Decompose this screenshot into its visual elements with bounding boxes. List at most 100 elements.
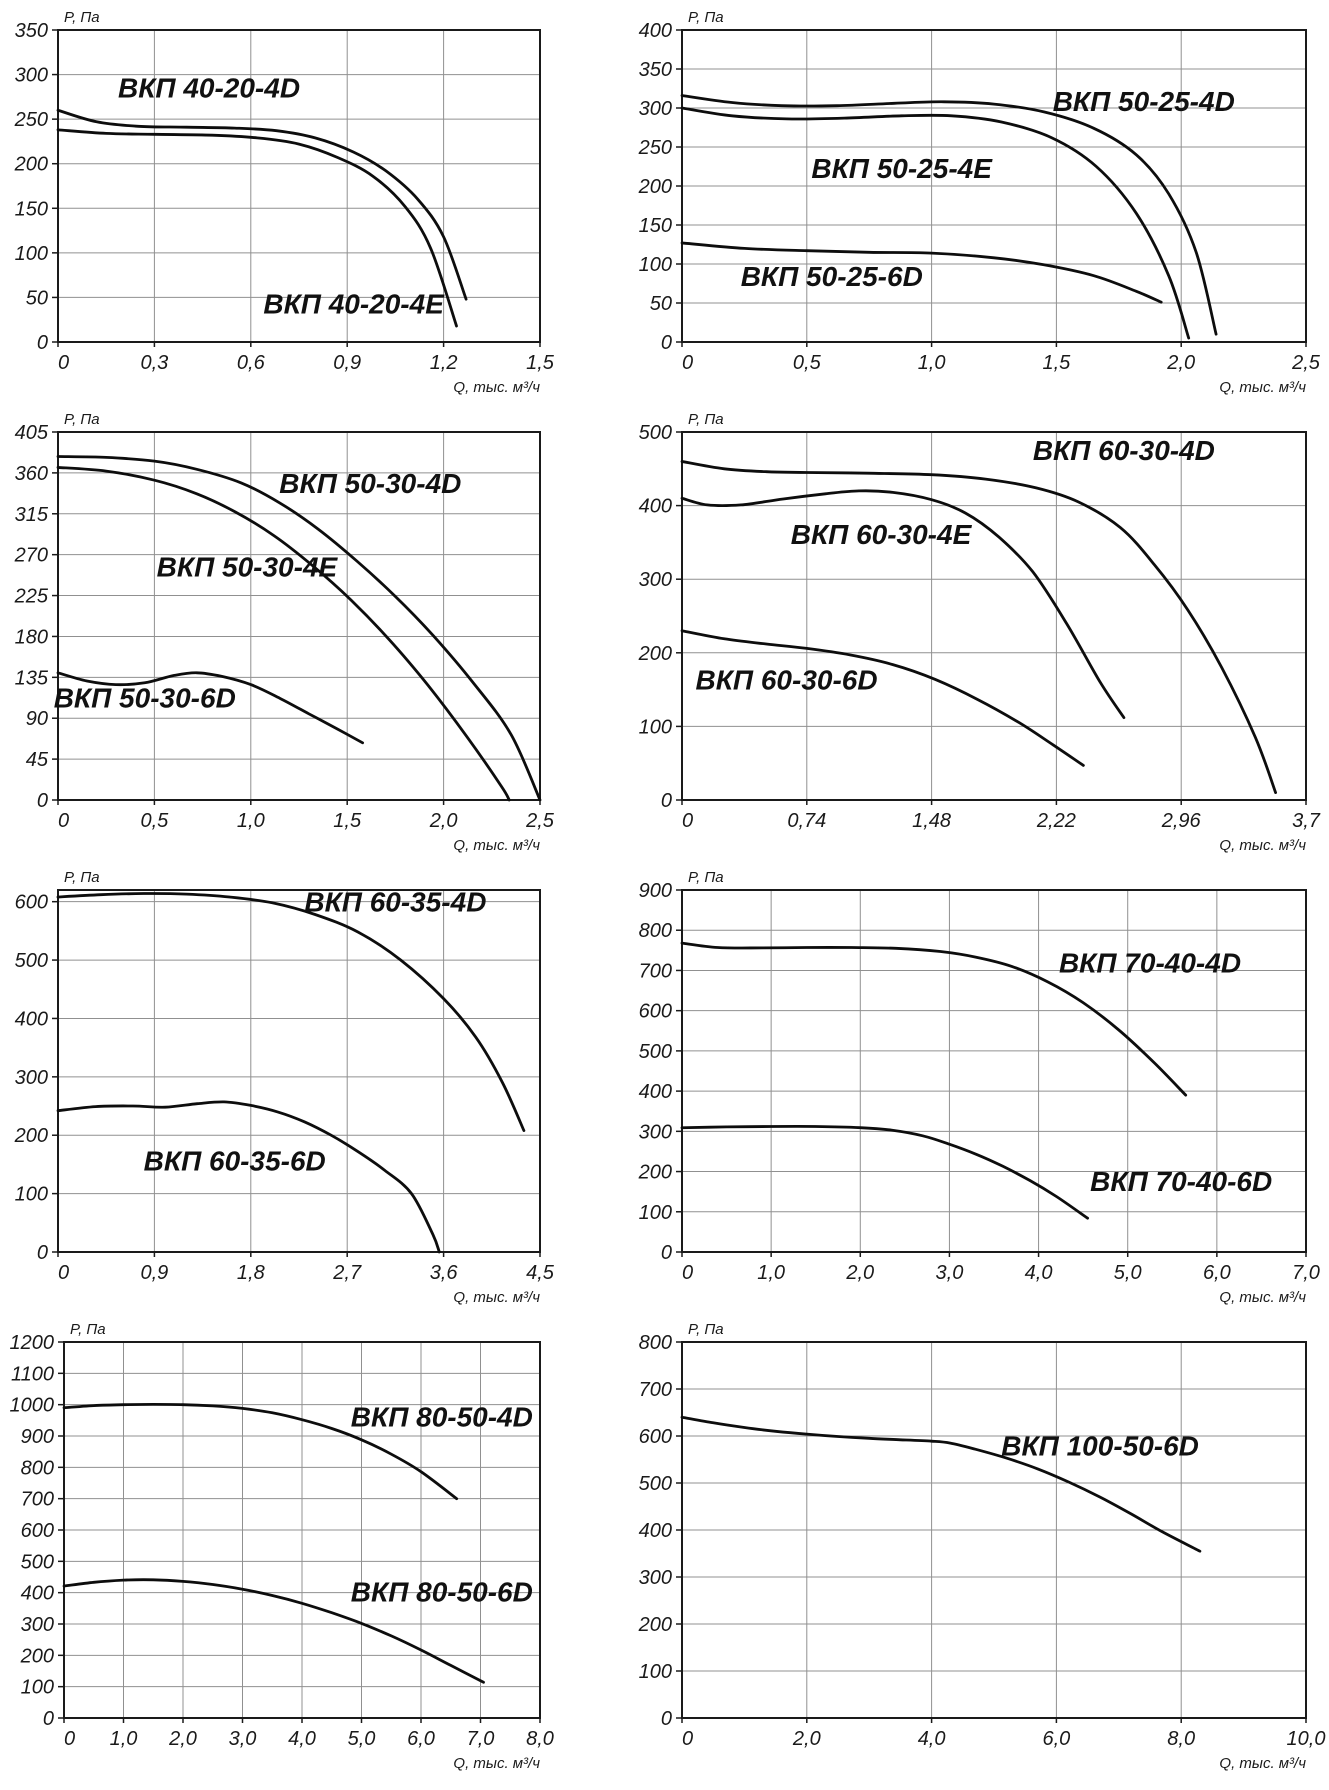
y-tick-label: 100 <box>21 1677 54 1699</box>
curve-вкп-50-30-6d <box>56 671 364 745</box>
y-tick-label: 100 <box>639 254 672 276</box>
x-tick-label: 1,0 <box>757 1262 785 1284</box>
x-tick-label: 4,0 <box>918 1728 946 1750</box>
x-tick-label: 2,0 <box>1166 352 1195 374</box>
y-tick-label: 200 <box>638 643 672 665</box>
curve-вкп-60-35-4d <box>56 892 526 1132</box>
chart-vkp-60-30: 0 100 200 300 400 500 0 0,74 1,48 2,22 2,96 3,7 P, П… <box>558 406 1322 858</box>
x-axis-unit-label: Q, тыс. м³/ч <box>453 1289 540 1306</box>
series-label-вкп-50-30-4d: ВКП 50-30-4D <box>279 468 461 499</box>
series-label-вкп-80-50-6d: ВКП 80-50-6D <box>351 1576 533 1607</box>
y-tick-label: 270 <box>14 545 48 567</box>
x-tick-label: 0,9 <box>140 1262 168 1284</box>
y-tick-label: 100 <box>15 1184 48 1206</box>
y-tick-label: 400 <box>639 20 672 42</box>
y-tick-label: 350 <box>15 20 48 42</box>
y-tick-label: 300 <box>639 1121 672 1143</box>
x-tick-label: 8,0 <box>1167 1728 1195 1750</box>
x-tick-label: 1,0 <box>918 352 946 374</box>
x-axis-unit-label: Q, тыс. м³/ч <box>1219 837 1306 854</box>
x-tick-label: 5,0 <box>1114 1262 1142 1284</box>
x-tick-label: 3,0 <box>936 1262 964 1284</box>
series-label-вкп-50-25-4d: ВКП 50-25-4D <box>1053 86 1235 117</box>
x-tick-label: 2,7 <box>332 1262 362 1284</box>
y-tick-label: 0 <box>37 790 48 812</box>
x-axis-unit-label: Q, тыс. м³/ч <box>453 1755 540 1772</box>
chart-canvas-vkp-50-30: 0 45 90 135 180 225 270 315 360 405 0 0,5 1,0 1,5 2,0 2… <box>14 411 555 854</box>
x-tick-label: 2,0 <box>845 1262 874 1284</box>
x-tick-label: 4,0 <box>288 1728 316 1750</box>
y-tick-label: 45 <box>26 749 49 771</box>
x-tick-label: 5,0 <box>348 1728 376 1750</box>
y-tick-label: 500 <box>21 1551 54 1573</box>
y-tick-label: 400 <box>639 496 672 518</box>
y-tick-label: 350 <box>639 59 672 81</box>
y-tick-label: 405 <box>15 422 49 444</box>
y-tick-label: 600 <box>639 1426 672 1448</box>
y-tick-label: 500 <box>639 1473 672 1495</box>
y-tick-label: 315 <box>15 504 49 526</box>
series-label-вкп-40-20-4d: ВКП 40-20-4D <box>118 73 300 104</box>
plot-frame <box>57 431 541 801</box>
x-tick-label: 2,5 <box>1291 352 1321 374</box>
x-tick-label: 0 <box>682 810 693 832</box>
y-tick-label: 700 <box>639 960 672 982</box>
chart-vkp-80-50: 0 100 200 300 400 500 600 700 800 900 1000 1100 1200… <box>2 1316 558 1776</box>
y-tick-label: 800 <box>21 1457 54 1479</box>
x-tick-label: 0,5 <box>140 810 169 832</box>
series-label-вкп-50-25-6d: ВКП 50-25-6D <box>741 261 923 292</box>
curve-вкп-70-40-4d <box>680 941 1188 1097</box>
charts-grid: 0 50 100 150 200 250 300 350 0 0,3 0,6 0,9 1,2 1,5 P, … <box>2 4 1329 1776</box>
y-tick-label: 800 <box>639 1332 672 1354</box>
x-tick-label: 1,48 <box>912 810 951 832</box>
curve-вкп-40-20-4d <box>56 108 468 301</box>
x-tick-label: 3,6 <box>430 1262 459 1284</box>
series-label-вкп-50-30-6d: ВКП 50-30-6D <box>54 682 236 713</box>
plot-frame <box>57 889 541 1253</box>
x-tick-label: 4,5 <box>526 1262 555 1284</box>
x-axis-unit-label: Q, тыс. м³/ч <box>453 837 540 854</box>
plot-frame <box>681 431 1307 801</box>
series-label-вкп-60-35-4d: ВКП 60-35-4D <box>304 887 486 918</box>
y-tick-label: 300 <box>21 1614 54 1636</box>
curve-вкп-50-25-4e <box>680 106 1191 340</box>
x-tick-label: 4,0 <box>1025 1262 1053 1284</box>
curve-вкп-50-30-4e <box>56 466 511 802</box>
x-tick-label: 3,7 <box>1292 810 1321 832</box>
series-label-вкп-60-30-4d: ВКП 60-30-4D <box>1033 435 1215 466</box>
y-tick-label: 500 <box>639 1041 672 1063</box>
series-label-вкп-60-30-6d: ВКП 60-30-6D <box>696 665 878 696</box>
y-tick-label: 1200 <box>10 1332 55 1354</box>
x-tick-label: 2,0 <box>792 1728 821 1750</box>
chart-canvas-vkp-80-50: 0 100 200 300 400 500 600 700 800 900 1000 1100 1200… <box>10 1321 554 1772</box>
y-tick-label: 0 <box>661 790 672 812</box>
x-tick-label: 0 <box>64 1728 75 1750</box>
x-tick-label: 2,0 <box>429 810 458 832</box>
y-tick-label: 90 <box>26 708 48 730</box>
y-tick-label: 0 <box>37 332 48 354</box>
y-tick-label: 200 <box>14 154 48 176</box>
y-tick-label: 100 <box>15 243 48 265</box>
series-label-вкп-40-20-4e: ВКП 40-20-4E <box>263 288 445 319</box>
curve-вкп-80-50-4d <box>62 1403 459 1501</box>
chart-canvas-vkp-70-40: 0 100 200 300 400 500 600 700 800 900 0 1,0 2,0 3,0 4,… <box>638 869 1320 1306</box>
y-tick-label: 360 <box>15 463 48 485</box>
y-axis-unit-label: P, Па <box>70 1321 106 1338</box>
chart-vkp-50-30: 0 45 90 135 180 225 270 315 360 405 0 0,5 1,0 1,5 2,0 2… <box>2 406 558 858</box>
chart-vkp-70-40: 0 100 200 300 400 500 600 700 800 900 0 1,0 2,0 3,0 4,… <box>558 864 1322 1310</box>
y-axis-unit-label: P, Па <box>688 9 724 26</box>
x-axis-unit-label: Q, тыс. м³/ч <box>453 379 540 396</box>
y-tick-label: 700 <box>21 1489 54 1511</box>
y-tick-label: 600 <box>15 892 48 914</box>
y-tick-label: 300 <box>15 1067 48 1089</box>
y-tick-label: 1000 <box>10 1395 55 1417</box>
curve-вкп-100-50-6d <box>680 1415 1202 1553</box>
y-tick-label: 50 <box>650 293 672 315</box>
y-tick-label: 200 <box>638 1162 672 1184</box>
series-label-вкп-70-40-6d: ВКП 70-40-6D <box>1090 1166 1272 1197</box>
x-tick-label: 0 <box>682 1728 693 1750</box>
x-tick-label: 3,0 <box>229 1728 257 1750</box>
x-tick-label: 1,5 <box>526 352 555 374</box>
series-label-вкп-50-30-4e: ВКП 50-30-4E <box>157 551 339 582</box>
plot-frame <box>57 29 541 343</box>
